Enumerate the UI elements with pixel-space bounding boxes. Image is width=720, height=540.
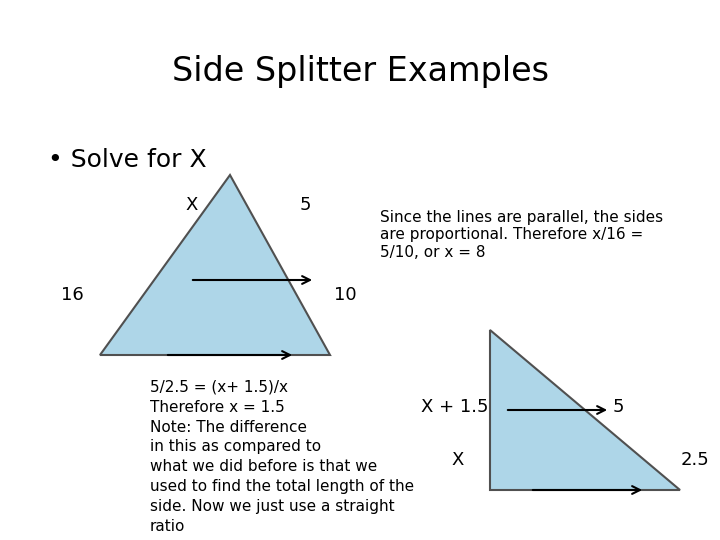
Text: Since the lines are parallel, the sides
are proportional. Therefore x/16 =
5/10,: Since the lines are parallel, the sides …	[380, 210, 663, 260]
Text: • Solve for X: • Solve for X	[48, 148, 207, 172]
Text: 2.5: 2.5	[680, 451, 709, 469]
Text: 16: 16	[60, 286, 84, 304]
Polygon shape	[100, 175, 330, 355]
Text: 10: 10	[333, 286, 356, 304]
Text: 5: 5	[300, 196, 311, 214]
Text: X: X	[186, 196, 198, 214]
Text: X: X	[452, 451, 464, 469]
Text: X + 1.5: X + 1.5	[421, 398, 489, 416]
Text: 5/2.5 = (x+ 1.5)/x
Therefore x = 1.5
Note: The difference
in this as compared to: 5/2.5 = (x+ 1.5)/x Therefore x = 1.5 Not…	[150, 380, 414, 534]
Polygon shape	[490, 330, 680, 490]
Text: 5: 5	[612, 398, 624, 416]
Text: Side Splitter Examples: Side Splitter Examples	[171, 55, 549, 88]
